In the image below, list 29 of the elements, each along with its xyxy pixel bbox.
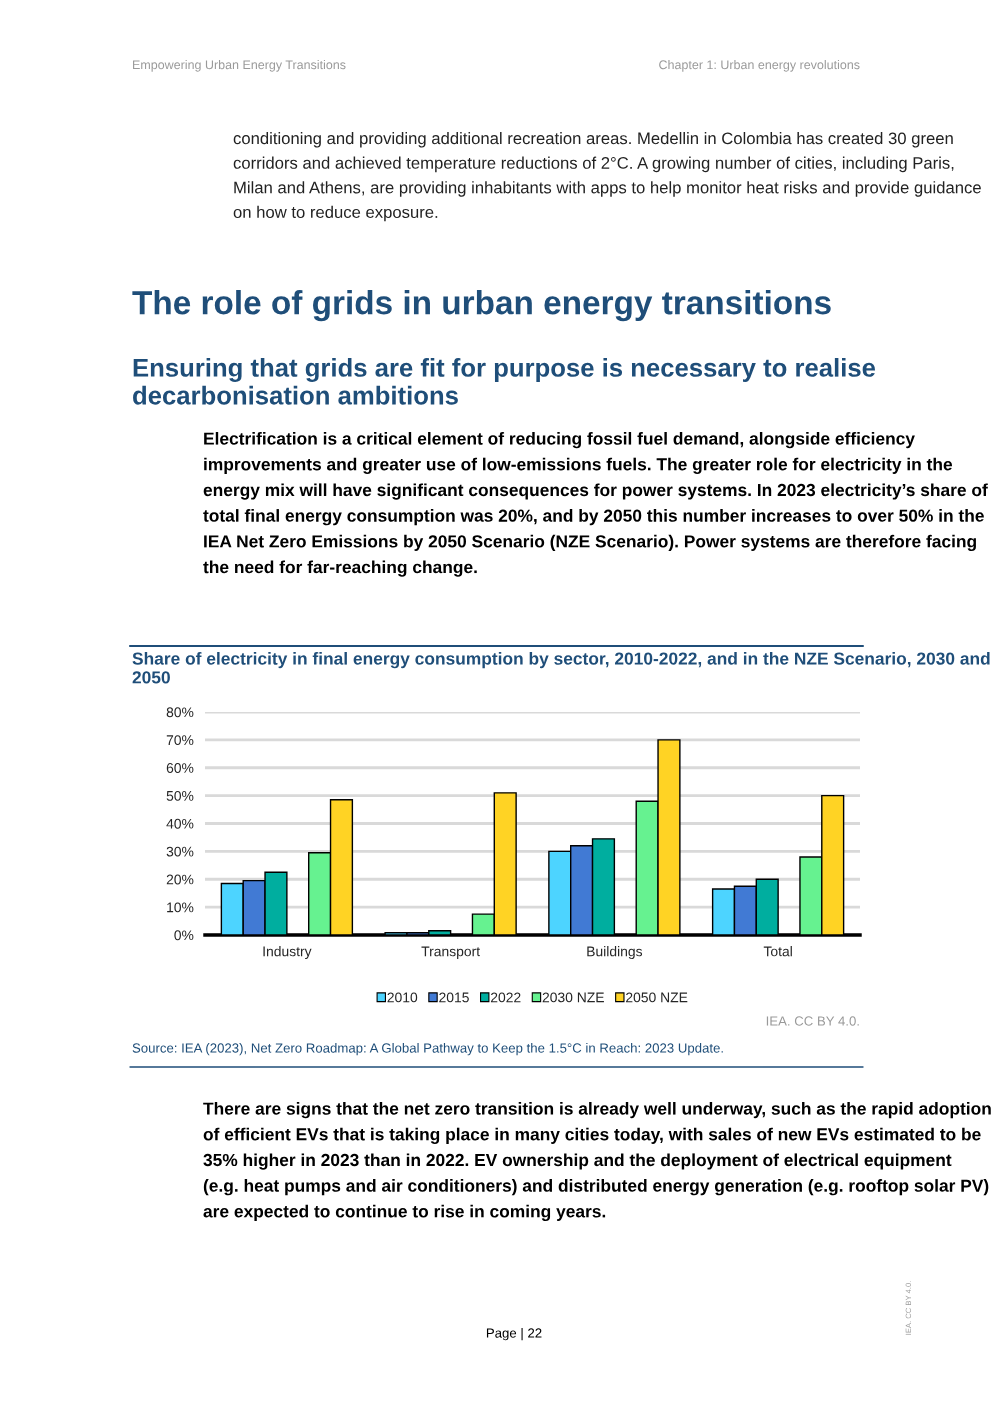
x-tick-label: Total	[763, 946, 792, 957]
x-tick-label: Transport	[421, 946, 480, 960]
y-tick-label: 0%	[174, 930, 194, 941]
y-tick-label: 40%	[166, 818, 194, 829]
text: Ensuring that grids are fit for purpose is necessary to realise decarbonisation ambitions	[133, 358, 876, 405]
text: Page | 22	[486, 1328, 542, 1341]
chart-title: Share of electricity in final energy consumption by sector, 2010-2022, and in the NZE Scenario, 2030 and 2050	[132, 652, 990, 684]
y-tick-label: 20%	[166, 874, 194, 885]
y-tick-label: 10%	[167, 902, 194, 913]
y-tick-label: 30%	[166, 846, 194, 857]
source-note: Source: IEA (2023), Net Zero Roadmap: A Global Pathway to Keep the 1.5°C in Reach: 2023 Update.	[132, 1043, 723, 1056]
legend-label: 2022	[490, 992, 521, 1003]
legend-label: 2015	[439, 992, 469, 1003]
y-tick-label: 80%	[166, 707, 194, 718]
legend-label: 2030 NZE	[542, 992, 604, 1003]
text: Chapter 1: Urban energy revolutions	[659, 60, 860, 72]
text: IEA. CC BY 4.0.	[766, 1016, 859, 1026]
text: conditioning and providing additional recreation areas. Medellin in Colombia has created 30 green corridors and achieved temperature reductions of 2°C. A growing number of cities, including Paris, Milan and Athens, are providing inhabitants with apps to help monitor heat risks and provide guidance on how to reduce exposure.	[233, 132, 981, 222]
text: There are signs that the net zero transition is already well underway, such as the rapid adoption of efficient EVs that is taking place in many cities today, with sales of new EVs estimated to be 35% higher in 2023 than in 2022. EV ownership and the deployment of electrical equipment (e.g. heat pumps and air conditioners) and distributed energy generation (e.g. rooftop solar PV) are expected to continue to rise in coming years.	[203, 1102, 991, 1222]
legend-label: 2010	[387, 992, 418, 1003]
y-tick-label: 70%	[166, 735, 194, 746]
y-tick-label: 50%	[166, 790, 194, 801]
text: Electrification is a critical element of reducing fossil fuel demand, alongside efficiency improvements and greater use of low-emissions fuels. The greater role for electricity in the energy mix will have significant consequences for power systems. In 2023 electricity’s share of total final energy consumption was 20%, and by 2050 this number increases to over 50% in the IEA Net Zero Emissions by 2050 Scenario (NZE Scenario). Power systems are therefore facing the need for far-reaching change.	[203, 432, 988, 577]
x-tick-label: Buildings	[587, 946, 643, 960]
legend-label: 2050 NZE	[626, 992, 688, 1003]
text: Empowering Urban Energy Transitions	[133, 60, 346, 72]
x-tick-label: Industry	[263, 946, 312, 960]
text: The role of grids in urban energy transitions	[132, 290, 831, 322]
y-tick-label: 60%	[166, 763, 194, 773]
